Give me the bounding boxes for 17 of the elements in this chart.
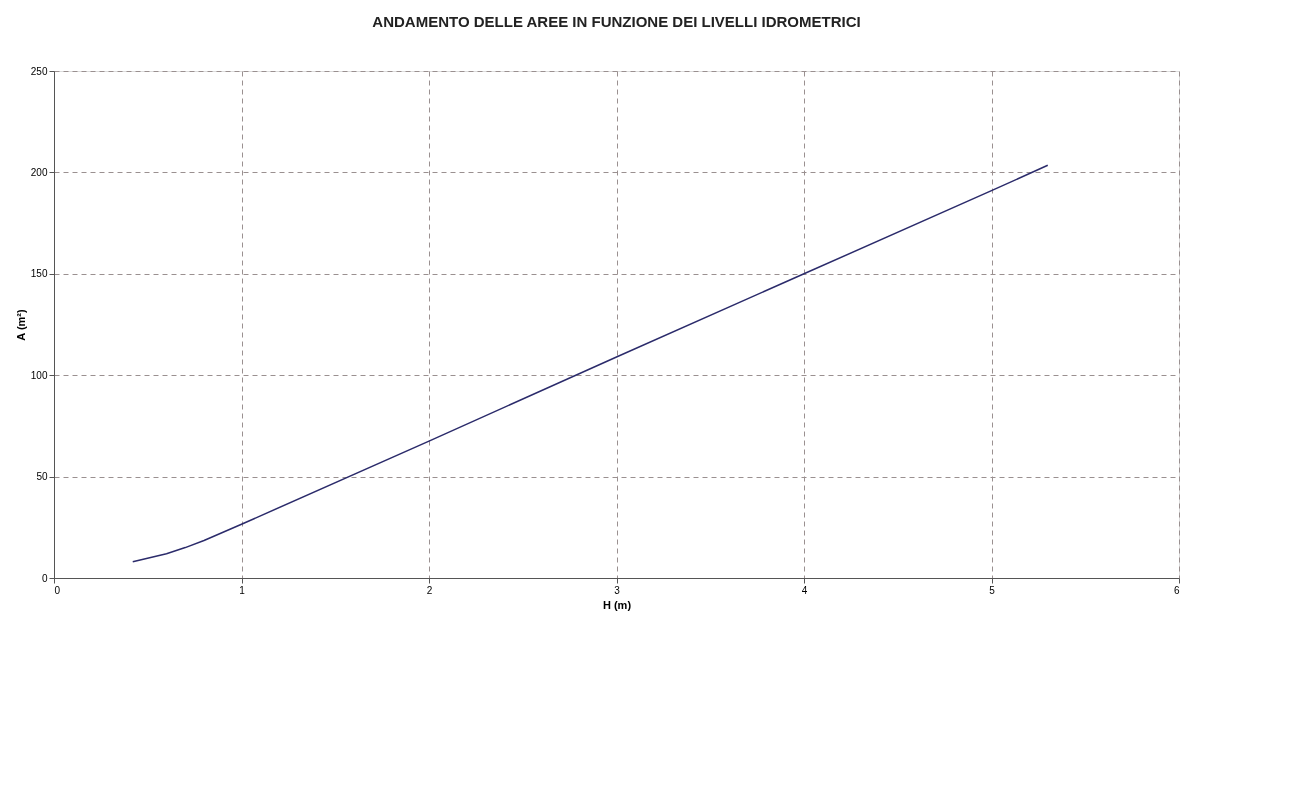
x-tick-label: 4 <box>801 584 808 596</box>
y-axis-title: A (m²) <box>14 308 27 341</box>
x-tick-label: 3 <box>614 584 621 596</box>
x-tick-label: 0 <box>54 584 61 596</box>
y-tick-label: 100 <box>30 369 48 381</box>
y-tick-label: 0 <box>41 572 48 584</box>
x-tick-label: 5 <box>989 584 996 596</box>
y-tick-label: 200 <box>30 166 48 178</box>
y-tick-label: 250 <box>30 65 48 77</box>
chart-title: ANDAMENTO DELLE AREE IN FUNZIONE DEI LIVELLI IDROMETRICI <box>372 13 861 30</box>
y-tick-label: 150 <box>30 268 48 280</box>
x-tick-label: 1 <box>239 584 246 596</box>
y-tick-label: 50 <box>36 471 48 483</box>
line-series <box>132 164 1049 563</box>
x-tick-label: 6 <box>1173 584 1180 596</box>
x-axis-title: H (m) <box>602 598 632 611</box>
x-tick-label: 2 <box>426 584 433 596</box>
